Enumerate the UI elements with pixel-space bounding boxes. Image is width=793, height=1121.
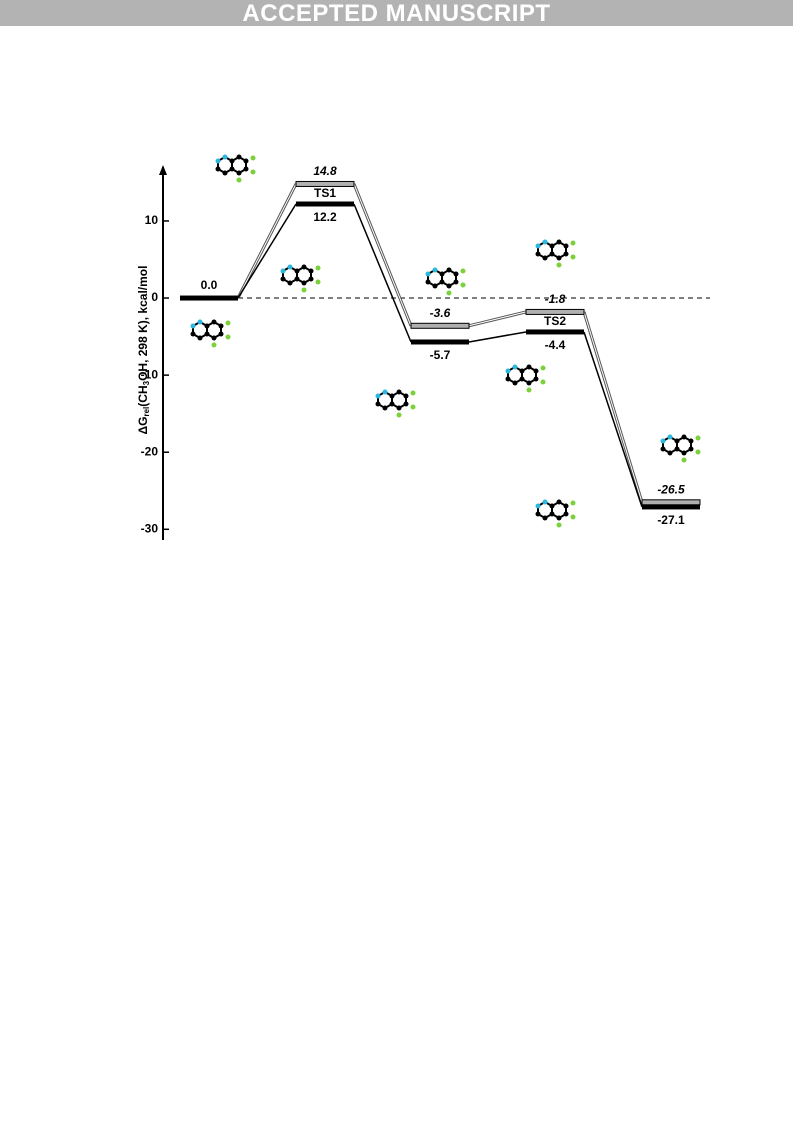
level-bar bbox=[295, 180, 355, 187]
y-axis-label-part: OH, 298 K), kcal/mol bbox=[136, 266, 150, 381]
value-label: 0.0 bbox=[201, 278, 218, 292]
level-bar bbox=[526, 329, 584, 335]
connector bbox=[353, 183, 412, 326]
y-tick-label: -30 bbox=[141, 521, 159, 535]
y-tick-label: -20 bbox=[141, 444, 159, 458]
value-label: -3.6 bbox=[430, 306, 451, 320]
value-label: -4.4 bbox=[545, 338, 566, 352]
y-tick-label: 10 bbox=[145, 213, 159, 227]
y-axis-label-part: ΔG bbox=[136, 417, 150, 435]
banner: ACCEPTED MANUSCRIPT bbox=[0, 0, 793, 27]
value-label: -1.8 bbox=[545, 292, 566, 306]
y-axis-label-part: (CH bbox=[136, 385, 150, 406]
y-axis-label-part: rel bbox=[142, 407, 151, 417]
connector bbox=[583, 331, 643, 508]
axis-arrow bbox=[159, 165, 167, 175]
level-bar bbox=[642, 504, 700, 510]
y-tick-label: 0 bbox=[151, 290, 158, 304]
value-label: -5.7 bbox=[430, 348, 451, 362]
value-label: -27.1 bbox=[657, 513, 685, 527]
level-bar bbox=[411, 339, 469, 345]
chart: ΔGrel(CH3OH, 298 K), kcal/mol -30 -20 -10 0… bbox=[136, 153, 710, 540]
connector bbox=[353, 203, 412, 343]
state-label: TS1 bbox=[314, 186, 336, 200]
level-bar bbox=[525, 308, 585, 315]
connector bbox=[468, 311, 527, 327]
connector bbox=[237, 203, 297, 299]
value-label: 12.2 bbox=[313, 210, 337, 224]
connector bbox=[468, 331, 527, 343]
y-axis-label: ΔGrel(CH3OH, 298 K), kcal/mol bbox=[136, 266, 151, 435]
y-tick-label: -10 bbox=[141, 367, 159, 381]
value-label: 14.8 bbox=[313, 164, 337, 178]
connector bbox=[583, 311, 643, 503]
connector bbox=[237, 183, 297, 299]
level-bar bbox=[641, 499, 701, 506]
level-bar bbox=[410, 322, 470, 329]
state-label: TS2 bbox=[544, 314, 566, 328]
level-bar bbox=[296, 201, 354, 207]
value-label: -26.5 bbox=[657, 482, 685, 496]
y-axis-label-part: 3 bbox=[142, 380, 151, 385]
level-bar bbox=[180, 295, 238, 301]
